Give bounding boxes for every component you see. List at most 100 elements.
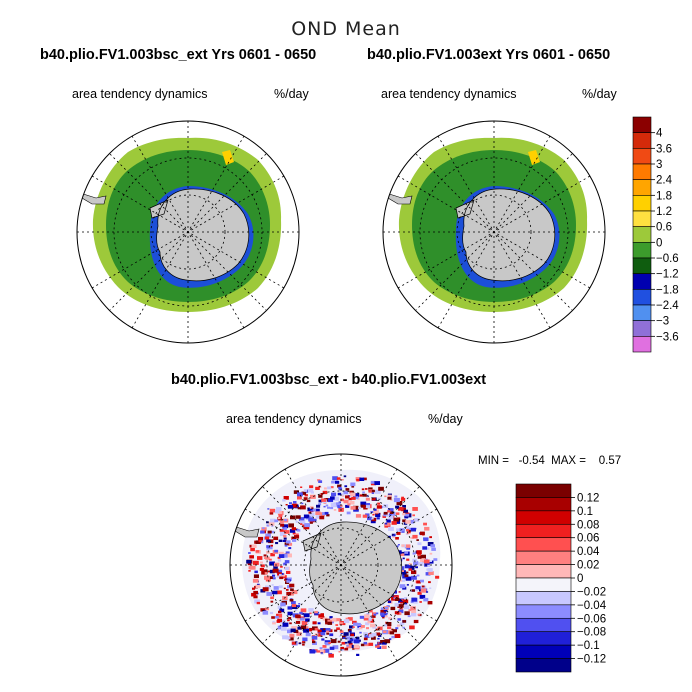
diff-noise-cell: [411, 589, 415, 592]
diff-noise-cell: [375, 644, 378, 646]
diff-noise-cell: [259, 561, 263, 564]
diff-noise-cell: [394, 611, 400, 615]
diff-noise-cell: [355, 477, 361, 481]
diff-noise-cell: [301, 502, 304, 505]
diff-noise-cell: [382, 642, 385, 644]
diff-noise-cell: [390, 606, 396, 611]
diff-noise-cell: [394, 602, 400, 607]
top-colorbar-tick-label-0: 4: [656, 128, 663, 140]
diff-noise-cell: [353, 644, 360, 649]
diff-noise-cell: [322, 512, 327, 516]
diff-noise-cell: [391, 533, 396, 537]
diff-noise-cell: [313, 518, 317, 522]
diff-noise-cell: [370, 480, 375, 484]
diff-colorbar-tick-label-0: 0.12: [577, 492, 599, 504]
diff-noise-cell: [370, 511, 374, 513]
diff-noise-cell: [338, 651, 341, 653]
diff-noise-cell: [274, 510, 280, 514]
diff-noise-cell: [327, 621, 333, 625]
diff-noise-cell: [405, 513, 410, 517]
diff-colorbar-box-7: [515, 577, 572, 592]
diff-noise-cell: [435, 575, 440, 579]
diff-noise-cell: [246, 559, 252, 564]
diff-noise-cell: [415, 589, 419, 592]
diff-noise-cell: [341, 479, 344, 481]
diff-noise-cell: [365, 488, 368, 490]
diff-noise-cell: [280, 573, 284, 575]
diff-noise-cell: [416, 580, 421, 584]
diff-noise-cell: [263, 554, 267, 557]
diff-noise-cell: [362, 491, 365, 494]
diff-noise-cell: [429, 587, 432, 589]
diff-noise-cell: [287, 542, 293, 546]
diff-noise-cell: [412, 514, 415, 517]
diff-noise-cell: [343, 619, 350, 624]
diff-noise-cell: [424, 559, 430, 564]
top-colorbar-box-6: [632, 210, 652, 227]
diff-noise-cell: [407, 615, 411, 618]
diff-noise-cell: [317, 633, 323, 637]
diff-noise-cell: [356, 622, 361, 627]
diff-noise-cell: [253, 590, 258, 595]
diff-noise-cell: [271, 616, 275, 619]
diff-noise-cell: [355, 636, 360, 640]
diff-noise-cell: [368, 490, 371, 492]
diff-noise-cell: [350, 492, 356, 497]
diff-noise-cell: [369, 616, 373, 619]
diff-noise-cell: [363, 632, 368, 636]
diff-noise-cell: [340, 632, 343, 634]
diff-noise-cell: [312, 508, 317, 512]
diff-noise-cell: [292, 539, 297, 542]
diff-noise-cell: [428, 581, 431, 584]
diff-noise-cell: [272, 577, 276, 580]
diff-noise-cell: [278, 610, 282, 614]
diff-noise-cell: [305, 618, 310, 622]
diff-noise-cell: [352, 620, 357, 624]
diff-noise-cell: [349, 625, 354, 629]
diff-noise-cell: [387, 626, 392, 630]
diff-noise-cell: [345, 504, 350, 508]
diff-noise-cell: [384, 607, 389, 610]
diff-noise-cell: [327, 486, 332, 490]
diff-noise-cell: [407, 527, 413, 532]
diff-noise-cell: [389, 638, 392, 640]
diff-noise-cell: [355, 514, 362, 518]
left-graticule: [77, 121, 299, 343]
diff-noise-cell: [347, 628, 352, 632]
diff-noise-cell: [314, 610, 318, 614]
left-run-title: b40.plio.FV1.003bsc_ext Yrs 0601 - 0650: [40, 47, 317, 63]
diff-noise-cell: [276, 614, 279, 616]
diff-noise-cell: [321, 498, 327, 502]
right-run-title: b40.plio.FV1.003ext Yrs 0601 - 0650: [367, 47, 611, 63]
diff-noise-cell: [345, 495, 350, 499]
diff-noise-cell: [272, 568, 279, 573]
diff-noise-cell: [423, 597, 429, 602]
diff-noise-cell: [287, 619, 290, 622]
diff-noise-cell: [411, 570, 417, 575]
diff-noise-cell: [310, 516, 313, 518]
diff-noise-cell: [393, 497, 400, 503]
diff-noise-cell: [309, 612, 312, 615]
diff-noise-cell: [333, 496, 339, 501]
diff-noise-cell: [303, 614, 307, 617]
diff-noise-cell: [373, 613, 377, 616]
diff-noise-cell: [310, 510, 313, 512]
diff-noise-cell: [317, 479, 321, 482]
diff-noise-cell: [334, 629, 338, 632]
diff-noise-cell: [279, 520, 284, 524]
diff-noise-cell: [395, 627, 399, 630]
diff-noise-cell: [412, 507, 418, 511]
diff-noise-cell: [341, 641, 346, 645]
diff-noise-cell: [320, 652, 324, 655]
diff-noise-cell: [265, 533, 271, 538]
diff-noise-cell: [377, 502, 381, 505]
diff-noise-cell: [320, 493, 324, 495]
diff-noise-cell: [270, 530, 275, 534]
diff-noise-cell: [377, 642, 380, 644]
diff-noise-cell: [420, 588, 427, 593]
diff-noise-cell: [354, 496, 359, 500]
diff-noise-cell: [352, 626, 355, 628]
diff-noise-cell: [350, 482, 356, 487]
top-colorbar-box-4: [632, 179, 652, 196]
diff-noise-cell: [302, 637, 308, 642]
